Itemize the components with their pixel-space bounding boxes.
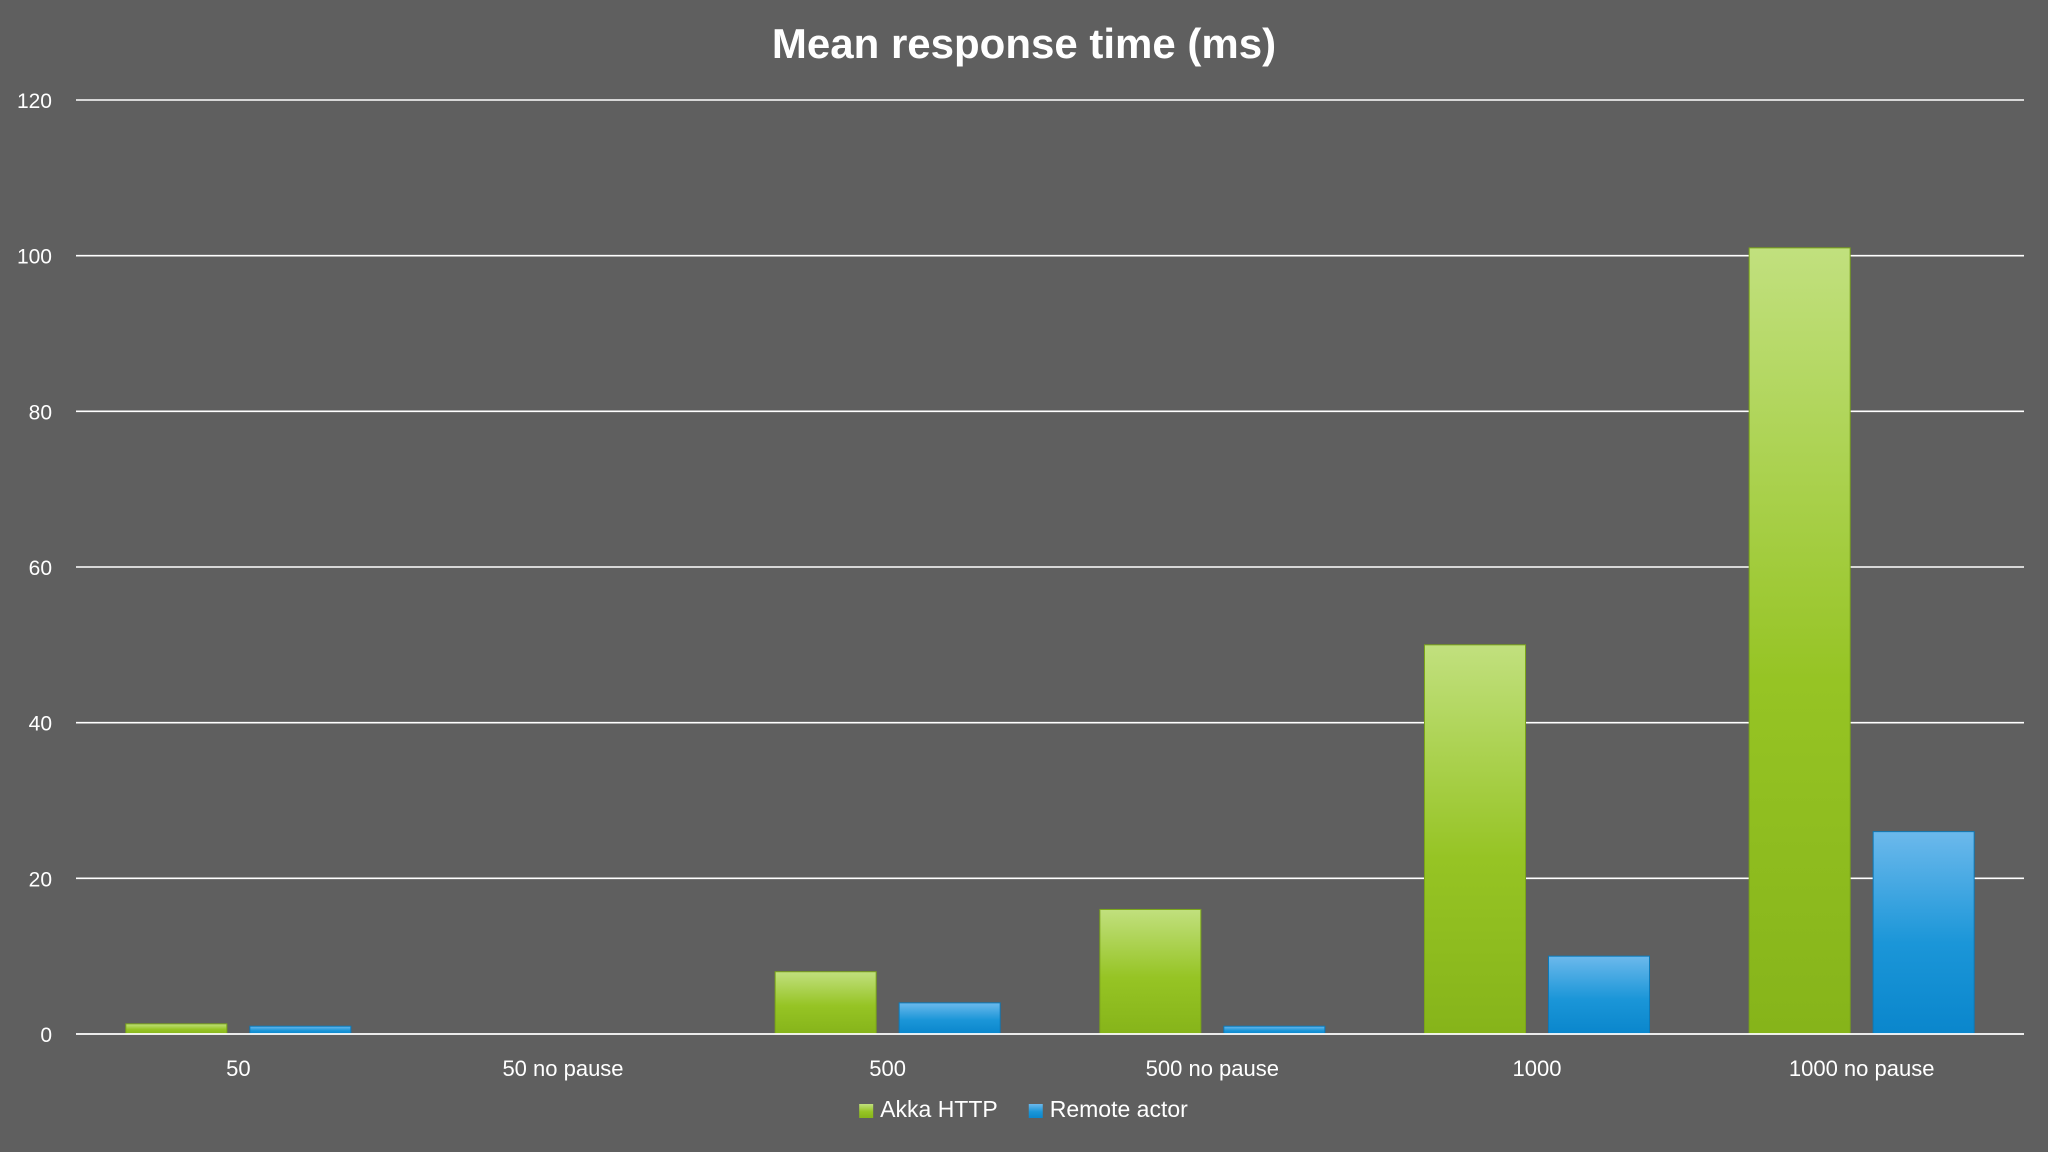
legend-label: Remote actor xyxy=(1050,1096,1188,1122)
x-axis-ticks: 50 50 no pause 500 500 no pause 1000 1000 no … xyxy=(226,1056,1934,1081)
chart-title: Mean response time (ms) xyxy=(772,20,1276,67)
bar-akka-http xyxy=(1748,247,1851,1035)
y-tick-label: 80 xyxy=(29,401,52,424)
bar-akka-http xyxy=(1099,908,1202,1035)
bar-remote-actor xyxy=(898,1002,1001,1035)
legend-label: Akka HTTP xyxy=(880,1096,998,1122)
y-tick-label: 0 xyxy=(40,1024,52,1047)
y-tick-label: 20 xyxy=(29,868,52,891)
bar-akka-http xyxy=(1424,644,1526,1035)
bar-akka-http xyxy=(774,971,877,1035)
x-tick-label: 50 xyxy=(226,1056,250,1081)
x-tick-label: 500 no pause xyxy=(1146,1056,1279,1081)
legend-swatch xyxy=(859,1104,874,1118)
y-tick-label: 120 xyxy=(17,90,52,113)
bar-remote-actor xyxy=(1872,831,1975,1035)
bar-remote-actor xyxy=(1223,1025,1326,1035)
bar-remote-actor xyxy=(1548,955,1650,1035)
legend: Akka HTTP Remote actor xyxy=(859,1096,1188,1122)
y-tick-label: 40 xyxy=(29,713,52,736)
legend-item: Remote actor xyxy=(1028,1096,1188,1122)
legend-item: Akka HTTP xyxy=(859,1096,998,1122)
x-tick-label: 1000 no pause xyxy=(1789,1056,1935,1081)
bars xyxy=(125,247,1975,1035)
y-tick-label: 60 xyxy=(29,557,52,580)
bar-akka-http xyxy=(125,1023,228,1035)
bar-remote-actor xyxy=(249,1025,352,1035)
gridlines xyxy=(76,99,2024,880)
x-tick-label: 50 no pause xyxy=(502,1056,623,1081)
y-tick-label: 100 xyxy=(17,246,52,269)
x-tick-label: 1000 xyxy=(1513,1056,1562,1081)
x-tick-label: 500 xyxy=(869,1056,906,1081)
y-axis-ticks: 0 20 40 60 80 100 120 xyxy=(17,90,52,1047)
legend-swatch xyxy=(1028,1104,1043,1118)
